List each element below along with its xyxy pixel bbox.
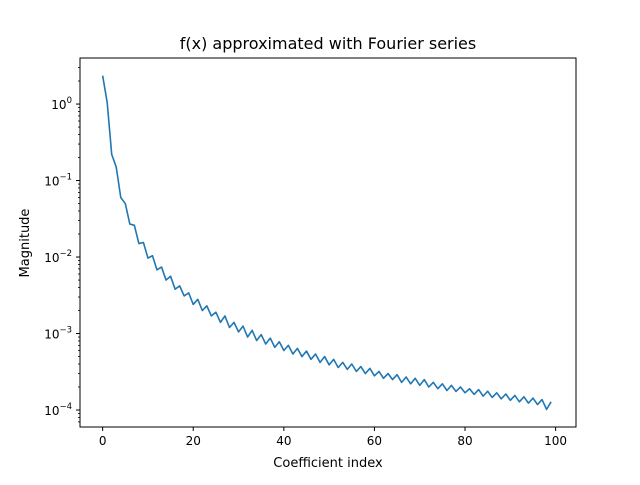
x-axis-label: Coefficient index (273, 456, 383, 471)
x-tick-label: 100 (544, 434, 567, 448)
series-line-0 (101, 75, 552, 411)
y-axis-label: Magnitude (18, 209, 33, 278)
x-tick-label: 20 (186, 434, 201, 448)
x-tick-label: 40 (276, 434, 291, 448)
ticks-layer: 0 20 40 60 80 100 10−4 10−3 10−2 10−1 100 (44, 67, 567, 448)
y-tick-label: 100 (51, 96, 72, 112)
y-tick-label: 10−3 (44, 326, 72, 342)
x-tick-label: 0 (99, 434, 107, 448)
plot-frame (79, 57, 577, 428)
x-tick-label: 80 (457, 434, 472, 448)
series-layer (101, 75, 552, 411)
y-tick-label: 10−2 (44, 249, 72, 265)
x-tick-label: 60 (367, 434, 382, 448)
y-tick-label: 10−4 (44, 402, 72, 418)
plot-area (80, 58, 576, 427)
y-tick-label: 10−1 (44, 173, 72, 189)
chart-title: f(x) approximated with Fourier series (180, 34, 476, 53)
